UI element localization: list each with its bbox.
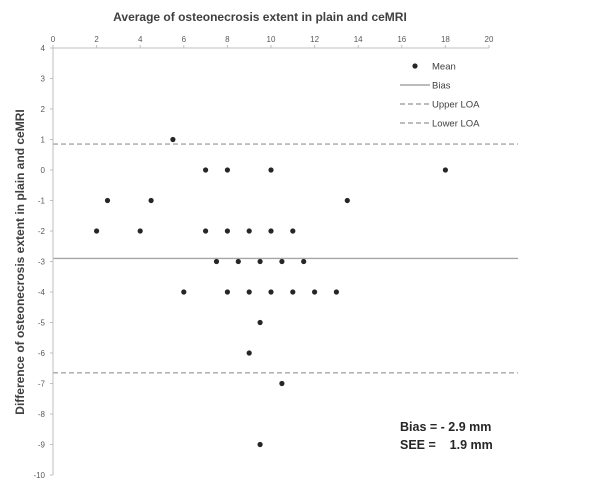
x-tick-label: 16 [397, 35, 406, 44]
y-tick-label: -1 [38, 197, 46, 206]
y-tick-label: 2 [41, 105, 46, 114]
y-tick-label: 4 [41, 44, 46, 53]
data-point [104, 197, 111, 204]
data-point [170, 136, 176, 143]
data-point [257, 441, 263, 448]
y-tick-label: 1 [41, 136, 46, 145]
y-tick-label: 3 [41, 75, 46, 84]
chart-title: Average of osteonecrosis extent in plain… [113, 10, 407, 24]
data-point [224, 167, 230, 173]
legend-item-lower-loa: Lower LOA [400, 119, 480, 130]
data-point [301, 258, 307, 265]
data-point [224, 289, 230, 295]
y-axis-title: Difference of osteonecrosis extent in pl… [13, 109, 27, 414]
data-point [246, 289, 252, 295]
data-point [268, 228, 274, 234]
reference-lines [53, 143, 518, 374]
y-tick-label: -8 [38, 410, 46, 419]
x-tick-label: 12 [310, 35, 319, 44]
data-point [344, 197, 350, 204]
axes [52, 47, 489, 475]
x-tick-label: 0 [51, 35, 56, 44]
x-tick-label: 8 [225, 35, 230, 44]
data-point [148, 197, 154, 204]
data-point [442, 167, 448, 173]
y-tick-label: -4 [38, 288, 46, 297]
data-points [94, 136, 448, 448]
x-tick-label: 20 [485, 35, 494, 44]
y-tick-label: -9 [38, 441, 46, 450]
y-tick-label: -7 [38, 380, 46, 389]
data-point [246, 350, 252, 356]
data-point [203, 228, 209, 234]
data-point [279, 258, 285, 265]
data-point [181, 289, 187, 295]
legend: Mean Bias Upper LOA Lower LOA [400, 62, 480, 130]
data-point [290, 289, 296, 295]
data-point [290, 228, 296, 234]
y-tick-label: -3 [38, 258, 46, 267]
data-point [224, 228, 230, 234]
data-point [257, 319, 263, 326]
legend-item-mean: Mean [412, 62, 456, 73]
bias-annotation: Bias = - 2.9 mm [400, 420, 491, 434]
data-point [213, 258, 220, 265]
data-point [203, 167, 209, 173]
legend-item-bias: Bias [400, 81, 451, 92]
legend-item-upper-loa: Upper LOA [400, 100, 480, 111]
data-point [257, 258, 263, 265]
data-point [246, 228, 252, 234]
data-point [279, 380, 285, 387]
y-tick-label: -5 [38, 319, 46, 328]
x-tick-labels: 0 2 4 6 8 10 12 14 16 18 20 [51, 35, 494, 48]
y-tick-label: -10 [33, 471, 45, 480]
x-tick-label: 2 [94, 35, 99, 44]
data-point [312, 289, 318, 295]
legend-label: Mean [432, 62, 456, 73]
x-tick-label: 4 [138, 35, 143, 44]
x-tick-label: 6 [182, 35, 187, 44]
y-tick-labels: 4 3 2 1 0 -1 -2 -3 -4 -5 -6 -7 -8 -9 -10 [33, 44, 53, 480]
y-tick-label: -2 [38, 227, 46, 236]
legend-marker [412, 63, 418, 69]
data-point [268, 167, 274, 173]
x-tick-label: 10 [267, 35, 276, 44]
legend-label: Upper LOA [432, 100, 480, 111]
data-point [268, 289, 274, 295]
data-point [94, 228, 100, 234]
data-point [137, 228, 143, 234]
data-point [333, 289, 339, 295]
x-tick-label: 14 [354, 35, 363, 44]
data-point [235, 258, 241, 265]
y-tick-label: -6 [38, 349, 46, 358]
see-annotation: SEE = 1.9 mm [400, 438, 493, 452]
x-tick-label: 18 [441, 35, 450, 44]
legend-label: Lower LOA [432, 119, 480, 130]
y-tick-label: 0 [41, 166, 46, 175]
legend-label: Bias [432, 81, 451, 92]
